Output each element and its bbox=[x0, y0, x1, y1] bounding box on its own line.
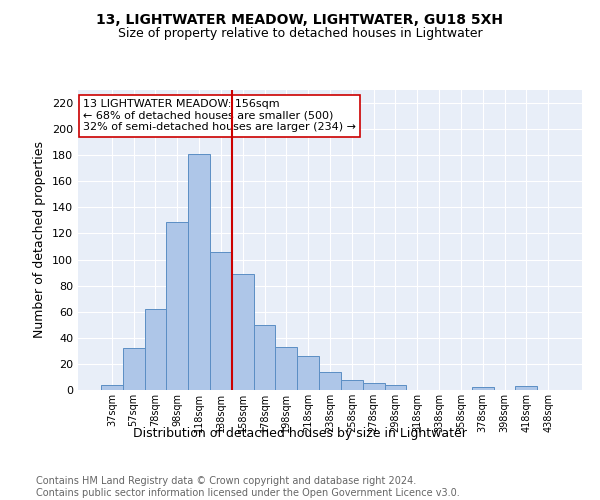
Bar bbox=[363, 384, 385, 390]
Text: Size of property relative to detached houses in Lightwater: Size of property relative to detached ho… bbox=[118, 28, 482, 40]
Bar bbox=[166, 222, 188, 390]
Bar bbox=[254, 325, 275, 390]
Bar bbox=[472, 388, 494, 390]
Text: 13 LIGHTWATER MEADOW: 156sqm
← 68% of detached houses are smaller (500)
32% of s: 13 LIGHTWATER MEADOW: 156sqm ← 68% of de… bbox=[83, 99, 356, 132]
Bar bbox=[319, 372, 341, 390]
Text: 13, LIGHTWATER MEADOW, LIGHTWATER, GU18 5XH: 13, LIGHTWATER MEADOW, LIGHTWATER, GU18 … bbox=[97, 12, 503, 26]
Bar bbox=[123, 348, 145, 390]
Bar bbox=[145, 309, 166, 390]
Text: Distribution of detached houses by size in Lightwater: Distribution of detached houses by size … bbox=[133, 428, 467, 440]
Bar bbox=[275, 347, 297, 390]
Bar bbox=[188, 154, 210, 390]
Bar bbox=[210, 252, 232, 390]
Bar bbox=[341, 380, 363, 390]
Text: Contains HM Land Registry data © Crown copyright and database right 2024.
Contai: Contains HM Land Registry data © Crown c… bbox=[36, 476, 460, 498]
Bar bbox=[297, 356, 319, 390]
Bar bbox=[232, 274, 254, 390]
Bar bbox=[515, 386, 537, 390]
Bar bbox=[101, 385, 123, 390]
Y-axis label: Number of detached properties: Number of detached properties bbox=[34, 142, 46, 338]
Bar bbox=[385, 385, 406, 390]
